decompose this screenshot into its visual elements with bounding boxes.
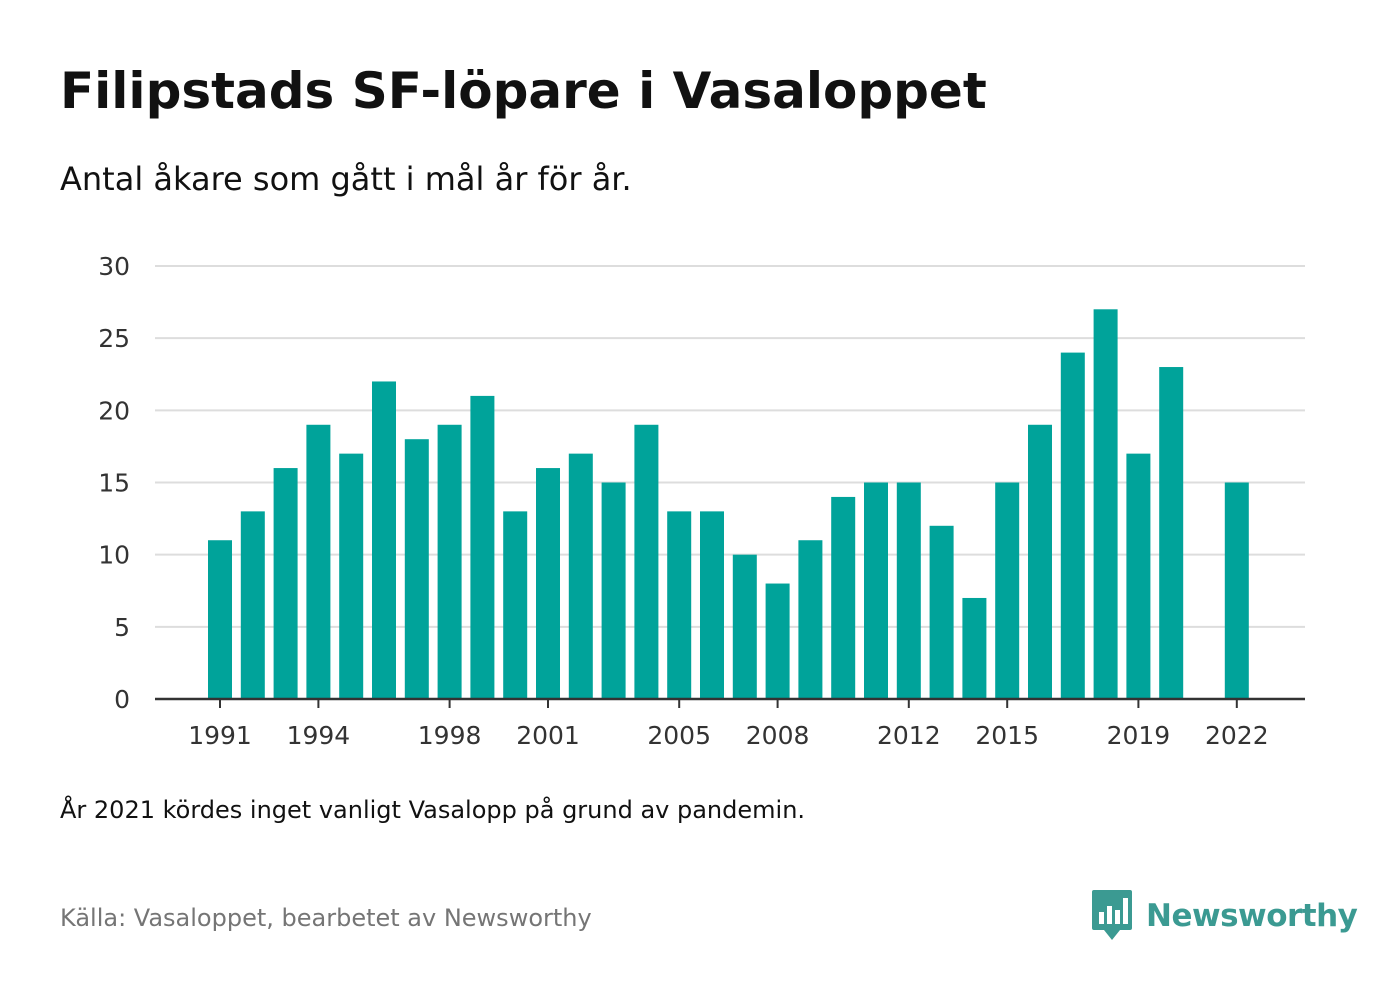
bars — [208, 309, 1249, 699]
bar-2010 — [831, 496, 856, 699]
bar-2017 — [1060, 352, 1085, 699]
chart-note: År 2021 kördes inget vanligt Vasalopp på… — [60, 796, 806, 824]
bar-2019 — [1126, 453, 1151, 699]
bar-1997 — [404, 439, 429, 699]
bar-2000 — [503, 511, 528, 699]
brand-logo: Newsworthy — [1090, 888, 1358, 944]
bar-2009 — [798, 540, 823, 699]
y-tick-label-25: 25 — [98, 324, 130, 353]
bar-2006 — [700, 511, 724, 699]
x-tick-label-2012: 2012 — [877, 721, 941, 750]
bar-1992 — [240, 511, 265, 699]
bar-2013 — [929, 525, 954, 699]
y-tick-label-20: 20 — [98, 396, 130, 425]
bar-1998 — [437, 424, 462, 699]
y-axis-ticks: 0 5 10 15 20 25 30 — [98, 252, 130, 714]
bar-1999 — [470, 395, 495, 699]
bar-2016 — [1028, 424, 1052, 699]
bar-1994 — [306, 424, 331, 699]
x-axis: 1991 1994 1998 2001 2005 2008 2012 2015 2019 2022 — [155, 697, 1305, 750]
source-text: Källa: Vasaloppet, bearbetet av Newswort… — [60, 904, 592, 932]
bar-2008 — [765, 583, 790, 699]
x-tick-label-2001: 2001 — [516, 721, 580, 750]
bar-1995 — [339, 453, 364, 699]
y-tick-label-10: 10 — [98, 541, 130, 570]
bar-2015 — [995, 482, 1020, 699]
bar-2005 — [667, 511, 692, 699]
brand-name: Newsworthy — [1146, 898, 1358, 934]
x-tick-label-2008: 2008 — [746, 721, 810, 750]
bar-2012 — [896, 482, 921, 699]
bar-1993 — [273, 468, 298, 699]
bar-2014 — [962, 597, 987, 699]
bar-chart: 0 5 10 15 20 25 30 1991 1994 1998 2001 2005 2008 201… — [98, 252, 1305, 750]
bar-2018 — [1093, 309, 1118, 699]
chart-title: Filipstads SF-löpare i Vasaloppet — [60, 62, 987, 120]
chart-subtitle: Antal åkare som gått i mål år för år. — [60, 160, 632, 198]
x-tick-label-2015: 2015 — [975, 721, 1039, 750]
bar-2007 — [732, 554, 757, 699]
bar-2011 — [864, 482, 888, 699]
y-tick-label-15: 15 — [98, 469, 130, 498]
bar-2020 — [1159, 367, 1184, 699]
bar-2004 — [634, 424, 659, 699]
bar-2022 — [1224, 482, 1249, 699]
bar-2002 — [568, 453, 593, 699]
x-tick-label-1994: 1994 — [287, 721, 351, 750]
x-tick-label-2022: 2022 — [1205, 721, 1269, 750]
bar-2001 — [536, 468, 560, 699]
x-tick-label-1998: 1998 — [418, 721, 482, 750]
x-tick-label-2019: 2019 — [1107, 721, 1171, 750]
y-tick-label-0: 0 — [114, 685, 130, 714]
newsworthy-logo-icon — [1092, 890, 1132, 940]
bar-1996 — [372, 381, 396, 699]
y-tick-label-5: 5 — [114, 613, 130, 642]
x-tick-label-1991: 1991 — [188, 721, 252, 750]
bar-2003 — [601, 482, 626, 699]
y-tick-label-30: 30 — [98, 252, 130, 281]
bar-1991 — [208, 540, 232, 699]
x-tick-label-2005: 2005 — [647, 721, 711, 750]
